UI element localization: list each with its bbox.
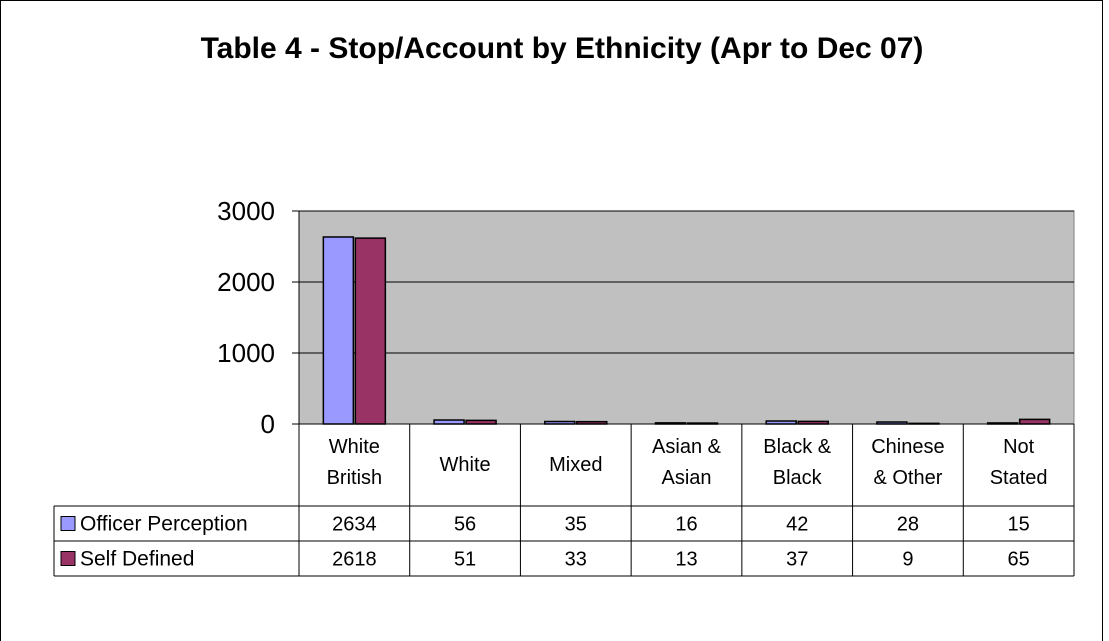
bar	[433, 419, 465, 425]
x-tick-label: Asian	[661, 467, 711, 489]
x-tick-label: White	[440, 454, 491, 476]
data-label: 42	[786, 514, 808, 536]
legend-key	[60, 516, 76, 531]
x-tick-label: White	[329, 436, 380, 458]
legend-key	[60, 551, 76, 566]
y-tick-label: 2000	[217, 267, 275, 297]
y-tick-label: 0	[261, 409, 275, 439]
plot-area	[298, 210, 1075, 425]
data-label: 16	[675, 514, 697, 536]
x-tick-label: Black	[773, 467, 823, 489]
data-label: 2618	[332, 549, 377, 571]
bar	[322, 236, 355, 425]
data-label: 28	[897, 514, 919, 536]
legend-label: Self Defined	[80, 548, 194, 571]
x-tick-label: British	[327, 467, 383, 489]
x-tick-label: Black &	[763, 436, 831, 458]
x-tick-label: Stated	[990, 467, 1048, 489]
x-tick-label: & Other	[873, 467, 942, 489]
data-label: 56	[454, 514, 476, 536]
x-tick-label: Chinese	[871, 436, 944, 458]
data-label: 65	[1008, 549, 1030, 571]
data-label: 37	[786, 549, 808, 571]
legend-label: Officer Perception	[80, 513, 248, 536]
y-tick-label: 3000	[217, 196, 275, 226]
data-label: 2634	[332, 514, 377, 536]
data-label: 15	[1008, 514, 1030, 536]
bar	[1018, 418, 1051, 425]
data-label: 51	[454, 549, 476, 571]
chart-title: Table 4 - Stop/Account by Ethnicity (Apr…	[200, 32, 924, 65]
data-label: 35	[565, 514, 587, 536]
x-tick-label: Asian &	[652, 436, 722, 458]
x-tick-label: Mixed	[549, 454, 602, 476]
y-tick-label: 1000	[217, 338, 275, 368]
bar	[465, 419, 497, 425]
data-label: 33	[565, 549, 587, 571]
bar	[354, 237, 387, 425]
chart-svg: 0 1000 2000 3000 White British White Mixed Asian…	[53, 196, 1075, 577]
x-tick-label: Not	[1003, 436, 1035, 458]
data-label: 13	[675, 549, 697, 571]
data-label: 9	[902, 549, 913, 571]
